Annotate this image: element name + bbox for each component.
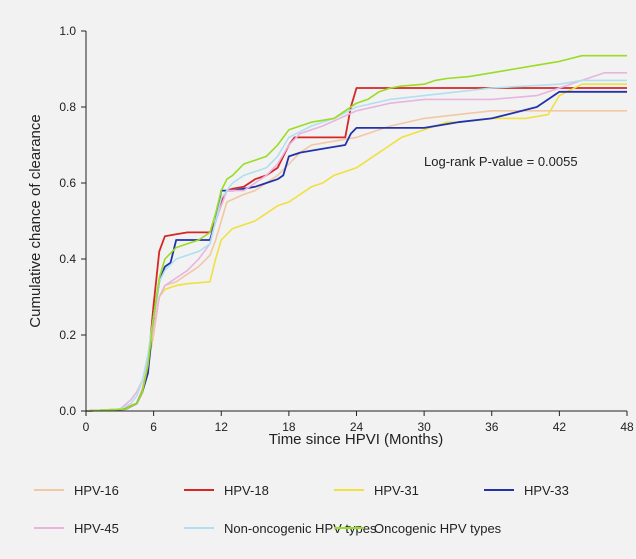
legend-label-hpv-18: HPV-18	[224, 483, 269, 498]
x-tick-label: 30	[417, 420, 431, 434]
x-tick-label: 24	[350, 420, 364, 434]
series-line-hpv-16	[85, 110, 627, 412]
x-tick-label: 42	[553, 420, 567, 434]
legend-label-hpv-16: HPV-16	[74, 483, 119, 498]
x-tick-label: 18	[282, 420, 296, 434]
x-tick-label: 0	[83, 420, 90, 434]
legend-label-oncogenic-hpv-types: Oncogenic HPV types	[374, 521, 502, 536]
series-line-oncogenic-hpv-types	[85, 54, 627, 412]
x-tick-label: 48	[620, 420, 634, 434]
legend-label-hpv-45: HPV-45	[74, 521, 119, 536]
y-tick-label: 0.8	[59, 100, 76, 114]
x-axis-title: Time since HPVI (Months)	[269, 431, 444, 448]
y-tick-label: 0.2	[59, 328, 76, 342]
x-tick-label: 6	[150, 420, 157, 434]
y-tick-label: 0.6	[59, 176, 76, 190]
legend-label-hpv-33: HPV-33	[524, 483, 569, 498]
series-line-hpv-31	[85, 83, 627, 412]
legend-label-non-oncogenic-hpv-types: Non-oncogenic HPV types	[224, 521, 377, 536]
series-line-hpv-18	[85, 87, 627, 412]
series-line-non-oncogenic-hpv-types	[85, 79, 627, 412]
y-tick-label: 1.0	[59, 24, 76, 38]
legend-label-hpv-31: HPV-31	[374, 483, 419, 498]
y-axis-title: Cumulative chance of clearance	[27, 114, 44, 327]
y-tick-label: 0.0	[59, 404, 76, 418]
x-tick-label: 12	[215, 420, 229, 434]
pvalue-annotation: Log-rank P-value = 0.0055	[424, 154, 578, 169]
x-tick-label: 36	[485, 420, 499, 434]
y-tick-label: 0.4	[59, 252, 76, 266]
